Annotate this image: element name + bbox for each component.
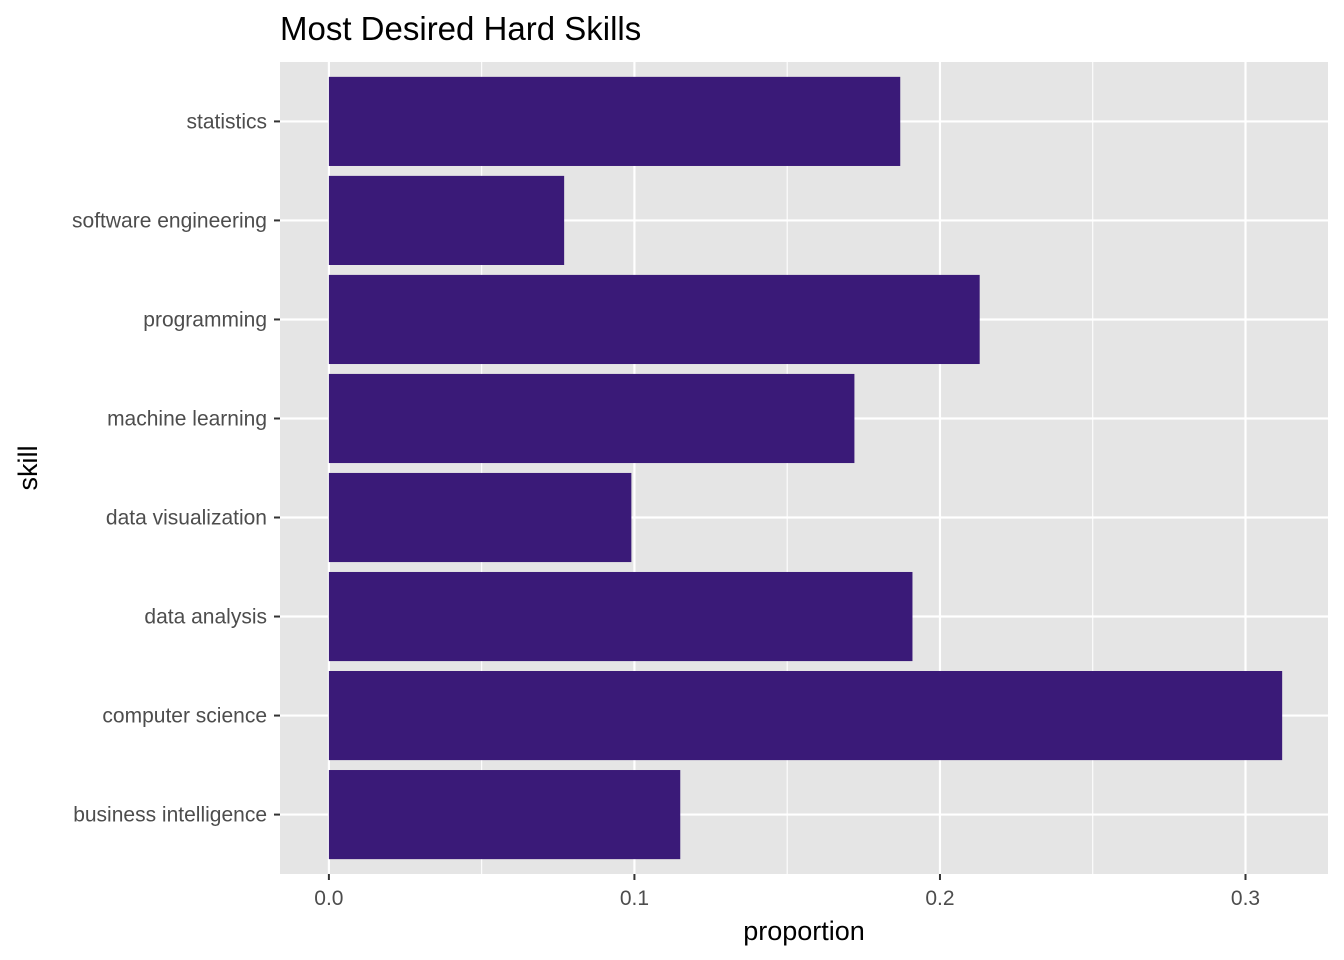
x-axis-ticks: 0.0 0.1 0.2 0.3 — [314, 874, 1260, 910]
y-tick-label: software engineering — [72, 209, 267, 232]
chart-title: Most Desired Hard Skills — [280, 10, 641, 47]
bar-programming — [328, 274, 980, 365]
x-axis-title: proportion — [743, 916, 865, 946]
bar-software-engineering — [328, 175, 565, 265]
x-tick-label: 0.1 — [620, 887, 649, 910]
x-tick-label: 0.3 — [1231, 887, 1260, 910]
y-tick-label: data analysis — [144, 606, 267, 629]
y-tick-label: business intelligence — [73, 804, 267, 827]
bar-data-analysis — [328, 571, 913, 662]
bar-machine-learning — [328, 373, 855, 464]
x-tick-label: 0.0 — [314, 887, 343, 910]
y-tick-label: machine learning — [107, 407, 267, 430]
y-tick-label: statistics — [186, 110, 267, 133]
bar-statistics — [328, 76, 901, 166]
y-axis-ticks: business intelligence computer science dat… — [72, 110, 280, 827]
bars — [328, 76, 1283, 860]
y-axis-title: skill — [13, 446, 43, 491]
y-tick-label: programming — [143, 308, 267, 331]
bar-computer-science — [328, 671, 1283, 761]
bar-business-intelligence — [328, 770, 681, 860]
y-tick-label: computer science — [102, 705, 267, 728]
y-tick-label: data visualization — [106, 507, 267, 530]
bar-data-visualization — [328, 472, 632, 563]
x-tick-label: 0.2 — [925, 887, 954, 910]
